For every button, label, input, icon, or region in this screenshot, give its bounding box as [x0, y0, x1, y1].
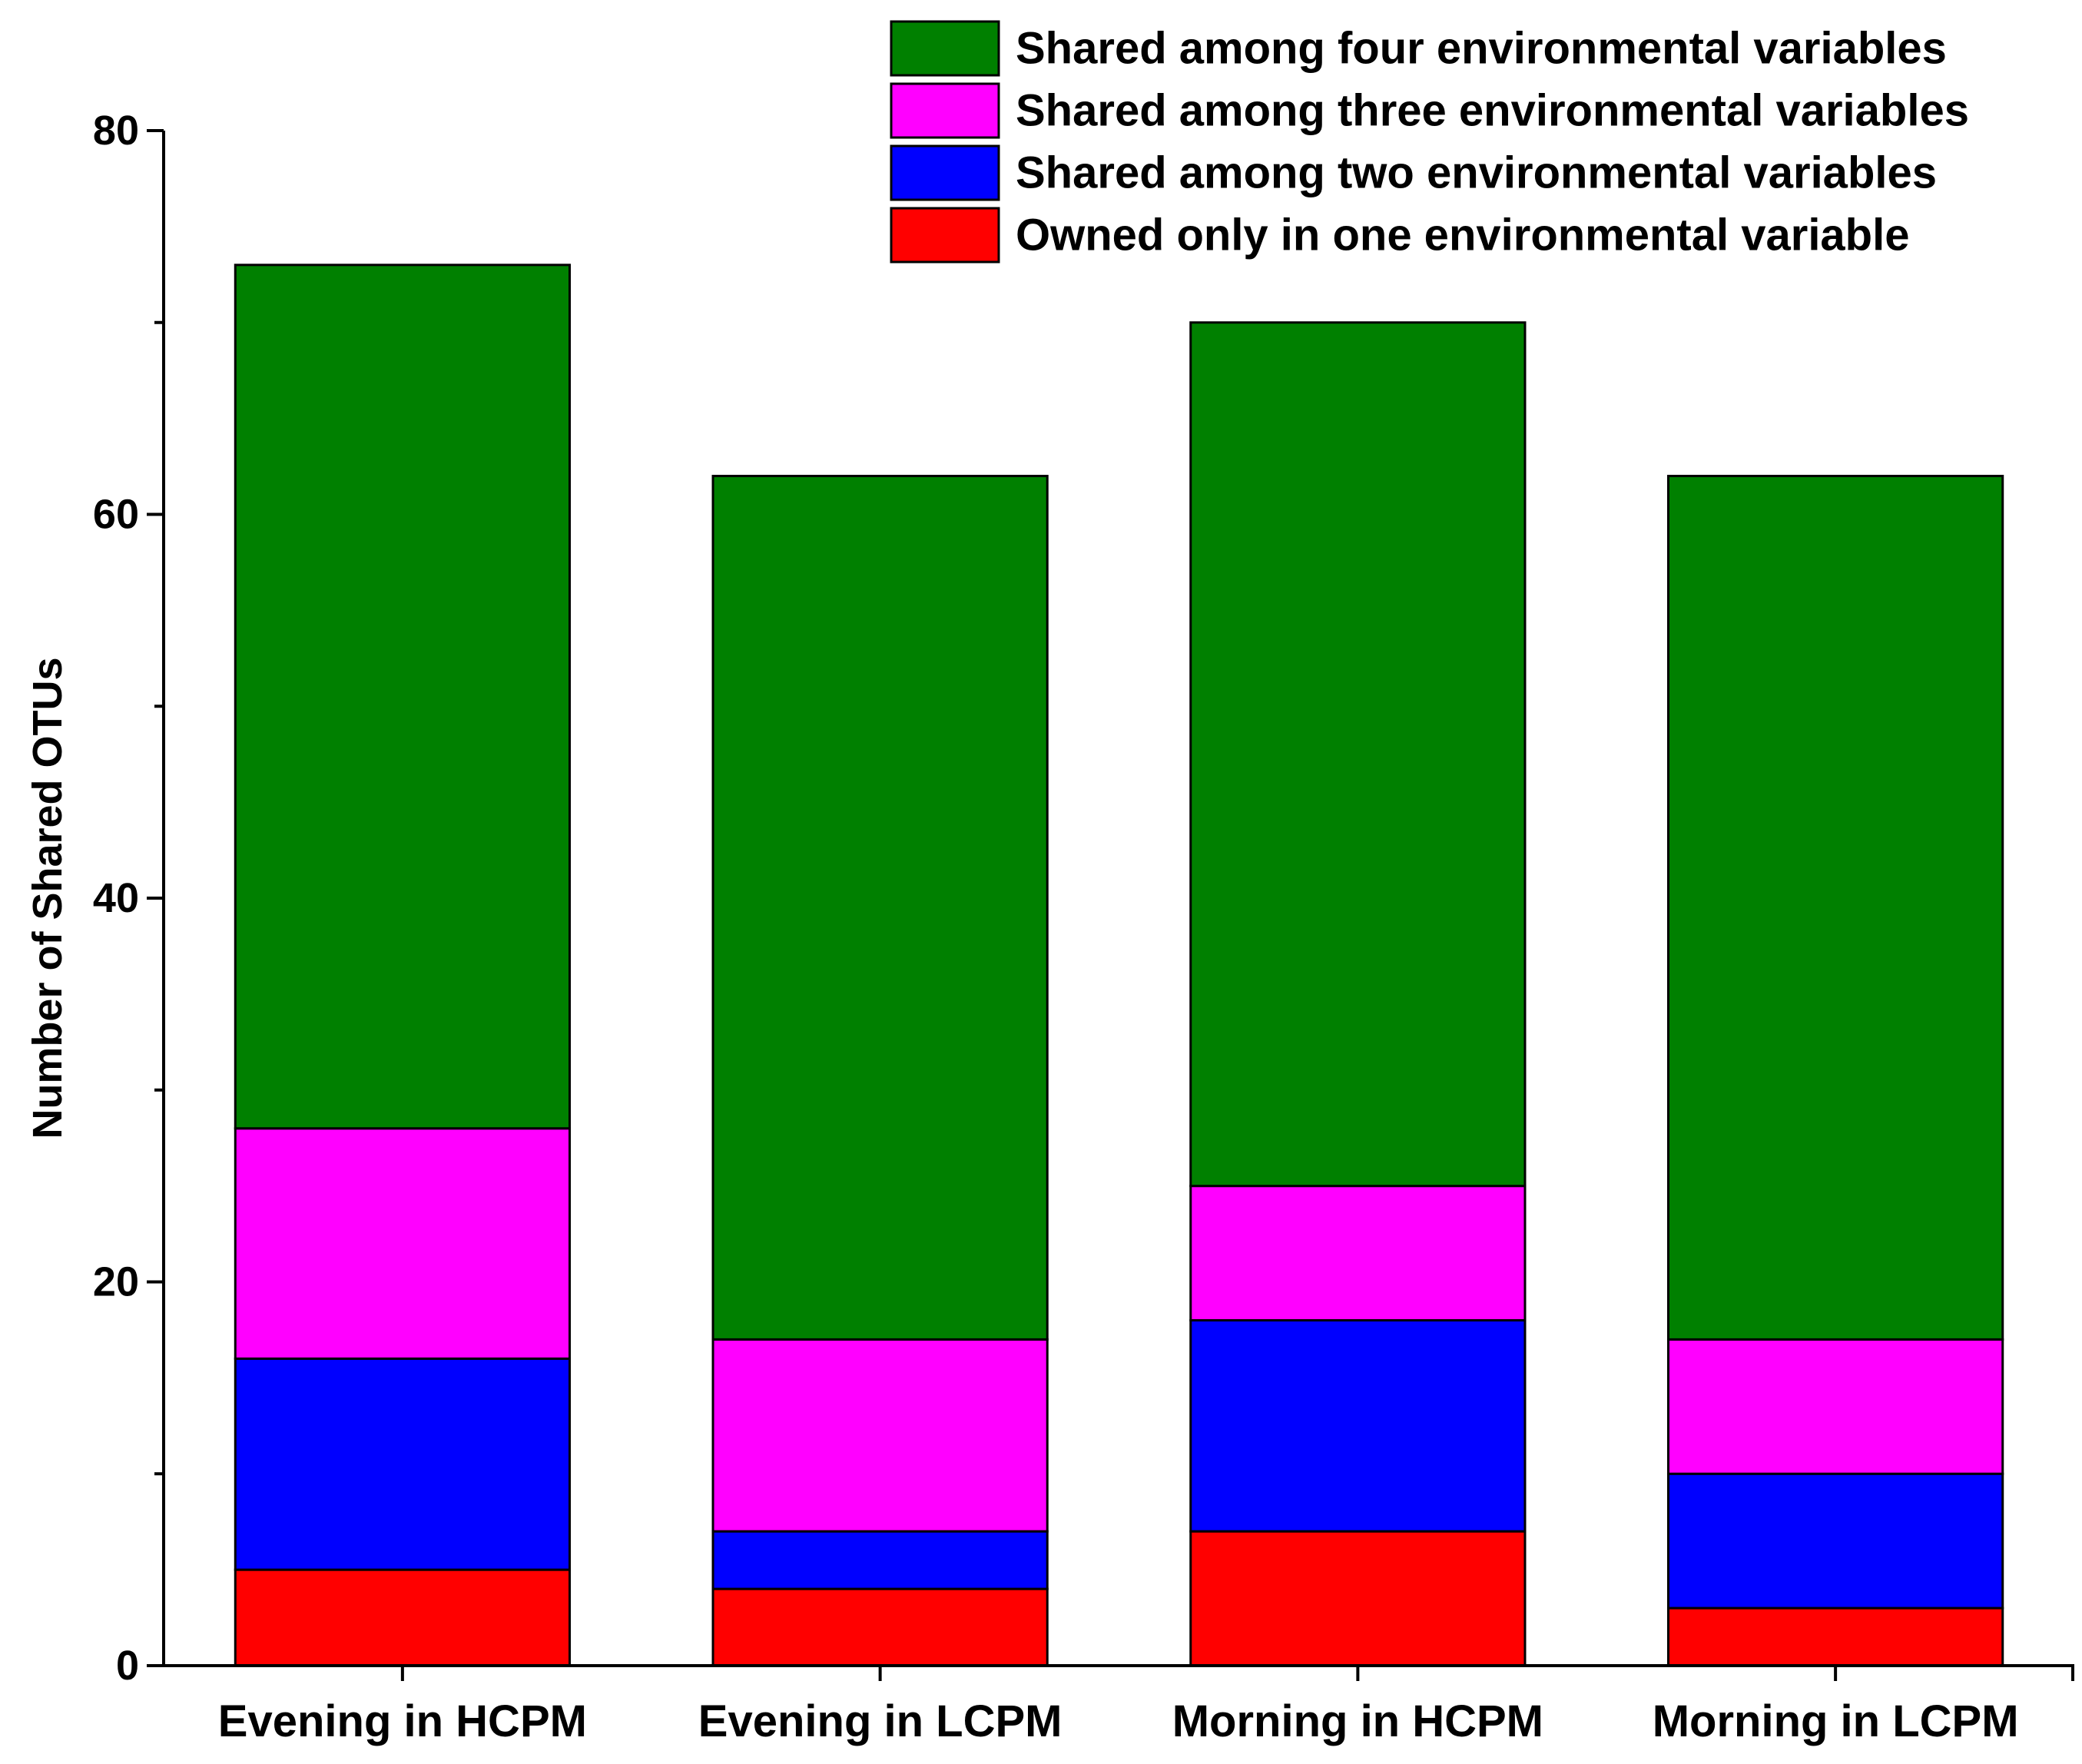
x-category-label-2: Evening in LCPM — [698, 1696, 1063, 1746]
legend-label-4: Owned only in one environmental variable — [1016, 211, 1909, 260]
x-ticks-group: Evening in HCPM Evening in LCPM Morning in… — [218, 1666, 2074, 1746]
legend-swatch-4 — [890, 207, 1000, 264]
y-ticks-group: 0 20 40 60 80 — [93, 108, 164, 1689]
y-tick-label-40: 40 — [93, 875, 139, 921]
bar-segment-2-series-2 — [711, 1530, 1049, 1590]
legend: Shared among four environmental variable… — [890, 20, 1969, 264]
x-category-label-1: Evening in HCPM — [218, 1696, 587, 1746]
bar-segment-3-series-4 — [1189, 321, 1527, 1188]
legend-label-2: Shared among three environmental variabl… — [1016, 86, 1969, 136]
bar-segment-3-series-2 — [1189, 1318, 1527, 1533]
bar-segment-2-series-4 — [711, 475, 1049, 1341]
y-axis-title: Number of Shared OTUs — [25, 657, 71, 1139]
bar-segment-1-series-2 — [234, 1357, 571, 1571]
bar-segment-1-series-1 — [234, 1568, 571, 1667]
bar-segment-1-series-3 — [234, 1127, 571, 1360]
y-tick-label-60: 60 — [93, 492, 139, 538]
x-category-label-3: Morning in HCPM — [1172, 1696, 1543, 1746]
bar-segment-4-series-2 — [1667, 1472, 2004, 1610]
y-tick-label-80: 80 — [93, 108, 139, 154]
bar-segment-4-series-1 — [1667, 1606, 2004, 1667]
legend-label-3: Shared among two environmental variables — [1016, 148, 1937, 198]
bar-segment-4-series-3 — [1667, 1338, 2004, 1475]
bar-segment-3-series-1 — [1189, 1530, 1527, 1667]
bar-segment-4-series-4 — [1667, 475, 2004, 1341]
x-category-label-4: Morning in LCPM — [1653, 1696, 2019, 1746]
y-tick-label-20: 20 — [93, 1259, 139, 1305]
bar-segment-3-series-3 — [1189, 1185, 1527, 1321]
bars-group — [234, 264, 2004, 1667]
bar-segment-2-series-1 — [711, 1587, 1049, 1667]
legend-swatch-2 — [890, 82, 1000, 139]
legend-label-1: Shared among four environmental variable… — [1016, 24, 1947, 74]
bar-segment-1-series-4 — [234, 264, 571, 1130]
y-tick-label-0: 0 — [116, 1643, 139, 1689]
bar-segment-2-series-3 — [711, 1338, 1049, 1533]
legend-swatch-1 — [890, 20, 1000, 77]
legend-swatch-3 — [890, 144, 1000, 201]
